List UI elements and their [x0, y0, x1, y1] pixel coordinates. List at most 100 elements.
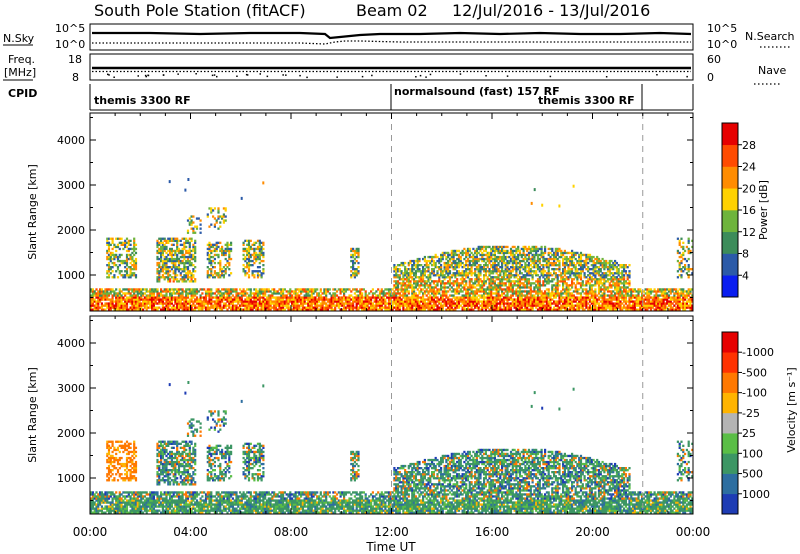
power-cell — [502, 261, 505, 265]
power-cell — [409, 272, 412, 275]
power-cell — [594, 306, 597, 309]
power-cell — [334, 298, 337, 301]
power-cell — [129, 306, 132, 309]
power-cell — [531, 290, 534, 293]
power-cell — [161, 243, 164, 247]
power-cell — [518, 292, 522, 295]
power-cell — [265, 290, 269, 293]
power-cell — [339, 292, 342, 295]
power-cell — [346, 302, 349, 305]
power-cell — [529, 274, 532, 277]
power-cell — [217, 215, 220, 218]
power-cell — [230, 243, 233, 247]
power-cell — [578, 272, 581, 275]
power-cell — [486, 286, 489, 289]
power-cell — [495, 270, 498, 273]
power-cell — [122, 243, 125, 247]
power-cell — [219, 225, 222, 228]
power-cell — [115, 304, 118, 307]
power-cell — [170, 253, 173, 257]
power-cell — [571, 268, 574, 271]
power-cell — [529, 306, 532, 309]
power-cell — [599, 304, 602, 307]
power-cell — [542, 274, 545, 277]
power-cell — [506, 300, 509, 303]
power-cell — [136, 298, 139, 301]
power-cell — [497, 268, 500, 271]
power-cell — [208, 268, 211, 271]
power-cell — [542, 270, 545, 273]
power-cell — [247, 239, 251, 243]
power-cell — [269, 296, 272, 299]
power-cell — [353, 292, 356, 295]
power-cell — [436, 306, 439, 309]
power-cell — [215, 294, 218, 297]
power-cell — [515, 292, 518, 295]
power-cell — [429, 308, 432, 311]
power-cell — [594, 304, 597, 307]
power-cell — [133, 247, 136, 251]
power-cell — [560, 251, 563, 255]
power-cell — [134, 308, 138, 311]
power-cell — [344, 300, 347, 303]
power-cell — [601, 308, 604, 311]
power-cell — [143, 296, 146, 299]
power-cell — [289, 296, 292, 299]
power-cell — [479, 247, 482, 251]
power-cell — [569, 274, 572, 277]
power-cell — [140, 290, 143, 293]
power-cell — [206, 215, 209, 218]
power-cell — [294, 300, 297, 303]
power-cell — [402, 261, 405, 265]
power-cell — [219, 261, 222, 265]
power-cell — [222, 304, 225, 307]
power-cell — [359, 302, 362, 305]
power-cell — [221, 300, 224, 303]
power-cell — [592, 290, 595, 293]
power-cell — [308, 306, 312, 309]
power-cell — [364, 296, 367, 299]
power-cell — [461, 296, 464, 299]
power-cell — [337, 296, 340, 299]
power-cell — [533, 245, 536, 249]
power-cell — [343, 292, 346, 295]
power-cell — [395, 266, 398, 269]
power-cell — [551, 274, 554, 277]
power-cell — [472, 253, 475, 257]
power-cell — [411, 296, 414, 299]
power-cell — [483, 257, 486, 261]
power-cell — [183, 304, 186, 307]
power-cell — [431, 306, 434, 309]
power-cell — [441, 286, 444, 289]
power-cell — [463, 274, 466, 277]
power-cell — [479, 264, 482, 267]
power-cell — [447, 276, 450, 279]
power-cell — [452, 259, 455, 263]
power-cell — [380, 298, 383, 301]
power-cell — [456, 286, 459, 289]
power-cell — [501, 261, 504, 265]
power-cell — [181, 306, 184, 309]
power-cell — [436, 255, 439, 259]
power-cell — [242, 288, 245, 291]
power-cell — [186, 268, 190, 271]
power-cell — [93, 290, 96, 293]
power-cell — [490, 259, 493, 263]
power-cell — [373, 296, 376, 299]
power-cell — [443, 253, 446, 257]
power-cell — [213, 302, 216, 305]
power-cell — [167, 239, 170, 243]
power-cell — [411, 286, 414, 289]
power-cell — [515, 288, 518, 291]
power-cell — [350, 253, 353, 257]
power-cell — [125, 300, 129, 303]
power-cell — [556, 259, 559, 263]
power-cell — [382, 298, 385, 301]
power-cell — [192, 247, 195, 251]
power-cell — [461, 274, 464, 277]
power-cell — [492, 245, 495, 249]
power-cell — [307, 294, 310, 297]
power-cell — [395, 286, 398, 289]
power-cell — [219, 298, 222, 301]
